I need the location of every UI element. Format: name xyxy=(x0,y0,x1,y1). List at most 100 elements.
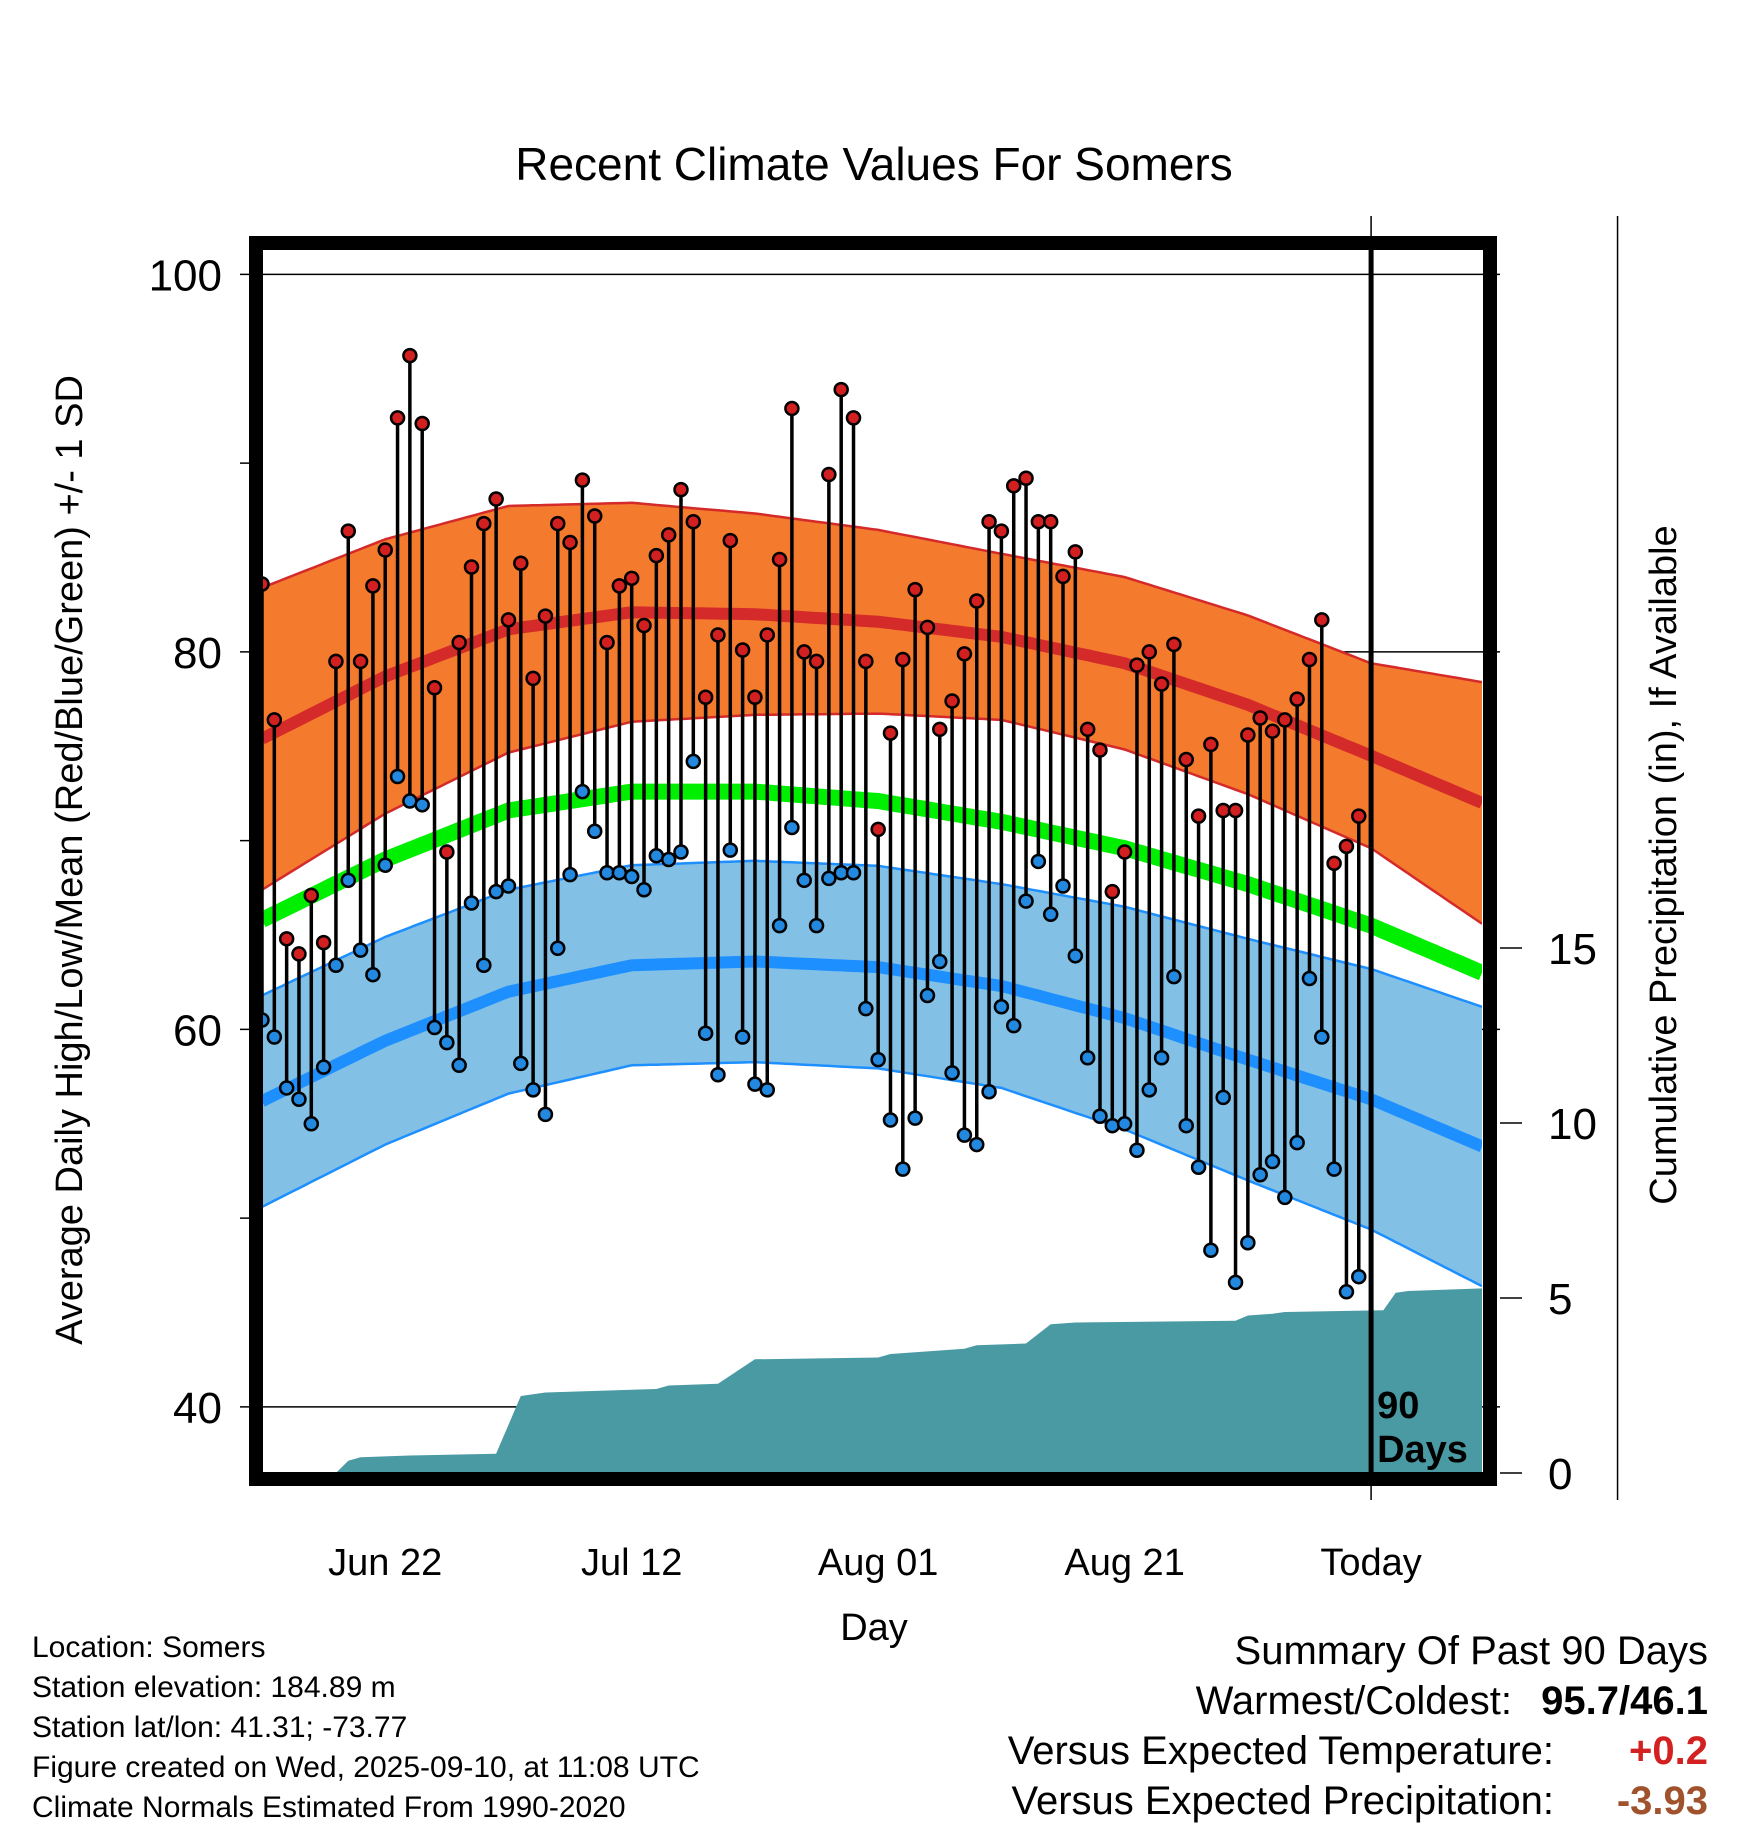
obs-high-point xyxy=(858,653,874,670)
obs-low-point xyxy=(821,870,837,887)
obs-high-point xyxy=(315,934,332,951)
today-marker-label-1: 90 xyxy=(1377,1385,1419,1427)
obs-high-point xyxy=(414,415,430,432)
obs-high-point xyxy=(944,693,960,709)
obs-low-point xyxy=(968,1136,985,1153)
obs-high-point xyxy=(1067,544,1084,560)
obs-low-point xyxy=(586,823,603,839)
y2-tick-label: 0 xyxy=(1548,1450,1572,1499)
obs-high-point xyxy=(1314,612,1330,628)
y-tick-label: 40 xyxy=(173,1384,222,1433)
obs-low-point xyxy=(340,872,357,889)
obs-low-point xyxy=(648,848,665,864)
obs-high-point xyxy=(882,725,899,741)
y-axis-ticks: 100 80 60 40 xyxy=(149,251,222,1433)
obs-low-point xyxy=(377,857,393,873)
obs-high-point xyxy=(599,634,615,651)
obs-high-point xyxy=(550,515,566,532)
obs-high-point xyxy=(1141,644,1158,660)
obs-low-point xyxy=(1203,1242,1219,1259)
low-sd-band xyxy=(262,860,1482,1287)
obs-high-point xyxy=(1042,513,1059,530)
obs-high-point xyxy=(932,721,948,738)
x-tick-label: Today xyxy=(1320,1542,1421,1584)
obs-low-point xyxy=(1301,970,1318,987)
obs-low-point xyxy=(1067,948,1084,964)
obs-high-point xyxy=(1252,710,1268,726)
obs-low-point xyxy=(414,797,430,813)
info-latlon: Station lat/lon: 41.31; -73.77 xyxy=(32,1711,408,1744)
info-elevation: Station elevation: 184.89 m xyxy=(32,1671,396,1704)
obs-low-point xyxy=(476,957,492,974)
y2-axis-ticks: 15 10 5 0 xyxy=(1500,925,1597,1499)
obs-low-point xyxy=(734,1029,751,1045)
obs-low-point xyxy=(525,1082,541,1098)
summary-extremes-label: Warmest/Coldest: xyxy=(1195,1679,1512,1723)
obs-low-point xyxy=(1030,853,1047,870)
obs-high-point xyxy=(833,381,849,398)
summary-precip-value: -3.93 xyxy=(1616,1779,1708,1823)
obs-high-point xyxy=(513,555,529,571)
obs-low-point xyxy=(981,1083,997,1100)
obs-low-point xyxy=(291,1091,307,1108)
obs-low-point xyxy=(439,1034,455,1051)
obs-low-point xyxy=(1326,1161,1342,1177)
x-tick-label: Aug 01 xyxy=(818,1542,938,1584)
x-axis-ticks: Jun 22 Jul 12 Aug 01 Aug 21 Today xyxy=(328,1542,1422,1584)
obs-high-point xyxy=(808,653,825,670)
obs-high-point xyxy=(648,547,665,564)
obs-high-point xyxy=(1190,808,1207,824)
obs-high-point xyxy=(784,400,800,417)
obs-high-point xyxy=(537,608,554,624)
obs-high-point xyxy=(1153,676,1170,692)
obs-low-point xyxy=(1092,1108,1108,1125)
obs-high-point xyxy=(895,651,911,668)
obs-high-point xyxy=(673,481,689,498)
obs-high-point xyxy=(1092,742,1108,758)
obs-high-point xyxy=(1203,736,1219,753)
obs-low-point xyxy=(623,868,640,885)
normal-low-line xyxy=(262,955,1482,1153)
obs-low-point xyxy=(919,987,936,1004)
obs-low-point xyxy=(1277,1189,1293,1206)
obs-low-point xyxy=(710,1066,726,1083)
normal-mean-line xyxy=(262,783,1482,981)
obs-low-point xyxy=(1116,1116,1133,1132)
obs-low-point xyxy=(784,819,800,836)
summary-extremes-value: 95.7/46.1 xyxy=(1541,1679,1708,1723)
obs-high-point xyxy=(611,578,628,594)
obs-low-point xyxy=(389,768,406,785)
obs-high-point xyxy=(389,410,406,426)
obs-low-point xyxy=(858,1000,874,1017)
obs-high-point xyxy=(981,513,997,530)
obs-high-point xyxy=(697,689,714,705)
obs-low-point xyxy=(262,1012,270,1028)
obs-high-point xyxy=(1264,723,1281,739)
info-created: Figure created on Wed, 2025-09-10, at 11… xyxy=(32,1751,700,1784)
obs-high-point xyxy=(870,821,886,838)
obs-low-point xyxy=(1129,1142,1145,1158)
obs-low-point xyxy=(1178,1117,1194,1134)
obs-low-point xyxy=(1018,893,1034,909)
obs-high-point xyxy=(1227,802,1244,819)
obs-high-point xyxy=(278,931,295,947)
obs-low-point xyxy=(993,999,1010,1015)
obs-high-point xyxy=(636,617,652,634)
y-tick-label: 60 xyxy=(173,1006,222,1055)
obs-high-point xyxy=(993,523,1010,539)
obs-low-point xyxy=(1055,878,1071,894)
obs-low-point xyxy=(1314,1029,1330,1045)
obs-high-point xyxy=(734,642,751,658)
obs-low-point xyxy=(747,1076,763,1092)
obs-high-point xyxy=(1055,568,1071,585)
obs-high-point xyxy=(365,578,381,594)
obs-low-point xyxy=(796,872,812,889)
info-normals: Climate Normals Estimated From 1990-2020 xyxy=(32,1791,626,1824)
today-marker-label-2: Days xyxy=(1377,1429,1468,1471)
obs-low-point xyxy=(1166,968,1182,985)
obs-high-point xyxy=(340,523,357,539)
obs-low-point xyxy=(1005,1017,1022,1034)
gridlines xyxy=(240,216,1619,1500)
